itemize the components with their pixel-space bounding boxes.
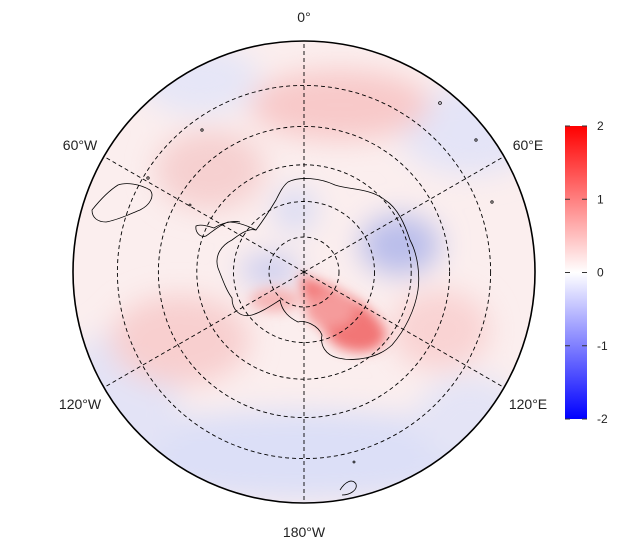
colorbar-tick-label: 1 [597, 192, 604, 206]
label-60e: 60°E [513, 137, 544, 153]
label-120w: 120°W [59, 396, 102, 412]
latitude-circle [116, 84, 492, 460]
meridian-labels: 0° 60°W 60°E 120°W 120°E 180°W [59, 9, 547, 540]
anomaly-field [73, 45, 535, 500]
map-boundary [72, 40, 536, 504]
meridian-line [103, 271, 305, 388]
australia-coastline-fragment [339, 480, 357, 496]
label-180w: 180°W [283, 524, 326, 540]
colorbar: 2 1 0 -1 -2 [565, 119, 608, 426]
colorbar-ticks: 2 1 0 -1 -2 [565, 119, 608, 426]
meridian-line [303, 156, 505, 273]
graticule [103, 41, 505, 503]
label-120e: 120°E [509, 396, 547, 412]
south-america-coastline [91, 183, 153, 223]
label-60w: 60°W [63, 137, 98, 153]
label-0: 0° [297, 9, 310, 25]
antarctic-peninsula-coastline [195, 221, 257, 237]
meridian-line [303, 271, 505, 388]
meridian-line [103, 156, 305, 273]
latitude-circle [157, 125, 451, 419]
colorbar-gradient [565, 126, 587, 419]
coastlines [91, 101, 494, 496]
map-disc [73, 41, 535, 503]
colorbar-tick-label: -2 [597, 412, 608, 426]
colorbar-tick-label: 0 [597, 266, 604, 280]
colorbar-tick-label: -1 [597, 339, 608, 353]
colorbar-tick-label: 2 [597, 119, 604, 133]
positive-hotspot [250, 275, 386, 353]
antarctica-coastline [216, 178, 420, 360]
